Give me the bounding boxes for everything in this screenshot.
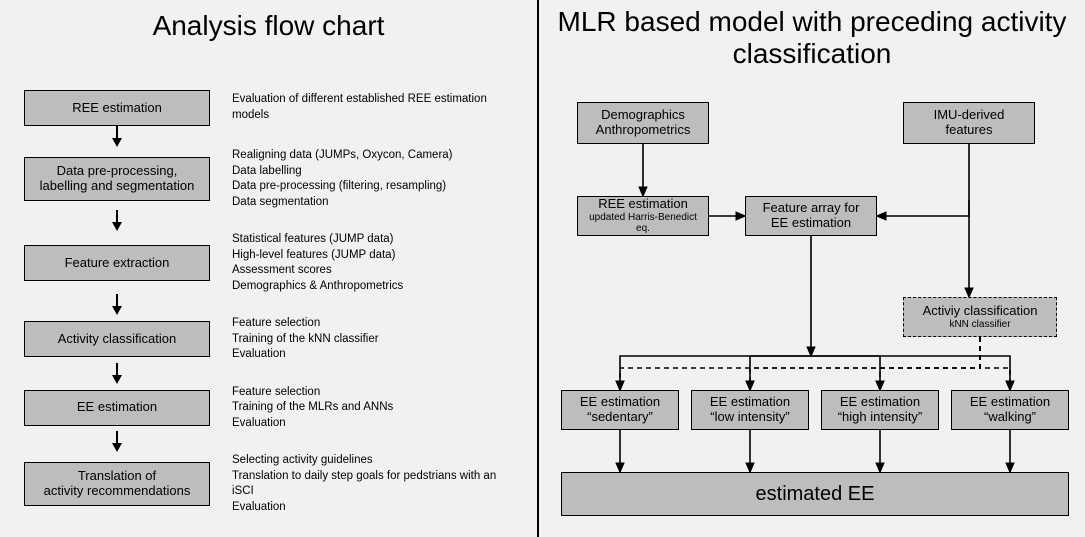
flow-row: Data pre-processing,labelling and segmen… [24, 148, 514, 210]
flow-node: Data pre-processing,labelling and segmen… [24, 157, 210, 201]
flow-row: Feature extraction Statistical features (… [24, 232, 514, 294]
diagram-node-ree: REE estimationupdated Harris-Benedict eq… [577, 196, 709, 236]
flow-node: EE estimation [24, 390, 210, 426]
flow-desc: Feature selectionTraining of the MLRs an… [232, 385, 393, 432]
flow-arrow [24, 126, 210, 148]
diagram-node-est: estimated EE [561, 472, 1069, 516]
flow-node: REE estimation [24, 90, 210, 126]
flow-desc: Realigning data (JUMPs, Oxycon, Camera)D… [232, 148, 453, 210]
diagram-node-actcls: Activiy classificationkNN classifier [903, 297, 1057, 337]
flow-desc: Evaluation of different established REE … [232, 92, 514, 123]
flow-row: Translation ofactivity recommendations Se… [24, 453, 514, 515]
left-title: Analysis flow chart [0, 0, 537, 42]
right-panel: MLR based model with preceding activity … [539, 0, 1085, 70]
left-flowchart: REE estimation Evaluation of different es… [24, 90, 514, 515]
flow-row: Activity classification Feature selection… [24, 316, 514, 363]
diagram-node-high: EE estimation“high intensity” [821, 390, 939, 430]
right-title: MLR based model with preceding activity … [539, 0, 1085, 70]
diagram-node-demo: DemographicsAnthropometrics [577, 102, 709, 144]
flow-arrow [24, 431, 210, 453]
left-panel: Analysis flow chart REE estimationEvalua… [0, 0, 537, 42]
diagram-node-imu: IMU-derivedfeatures [903, 102, 1035, 144]
flow-node: Feature extraction [24, 245, 210, 281]
flow-row: REE estimation Evaluation of different es… [24, 90, 514, 126]
flow-desc: Statistical features (JUMP data)High-lev… [232, 232, 403, 294]
flow-arrow [24, 210, 210, 232]
flow-desc: Feature selectionTraining of the kNN cla… [232, 316, 379, 363]
flow-node: Activity classification [24, 321, 210, 357]
diagram-node-low: EE estimation“low intensity” [691, 390, 809, 430]
diagram-node-walk: EE estimation“walking” [951, 390, 1069, 430]
flow-node: Translation ofactivity recommendations [24, 462, 210, 506]
right-edges [539, 0, 1085, 537]
diagram-node-feat: Feature array forEE estimation [745, 196, 877, 236]
flow-arrow [24, 294, 210, 316]
flow-desc: Selecting activity guidelinesTranslation… [232, 453, 514, 515]
vertical-divider [537, 0, 539, 537]
flow-arrow [24, 363, 210, 385]
flow-row: EE estimation Feature selectionTraining o… [24, 385, 514, 432]
diagram-node-sed: EE estimation“sedentary” [561, 390, 679, 430]
